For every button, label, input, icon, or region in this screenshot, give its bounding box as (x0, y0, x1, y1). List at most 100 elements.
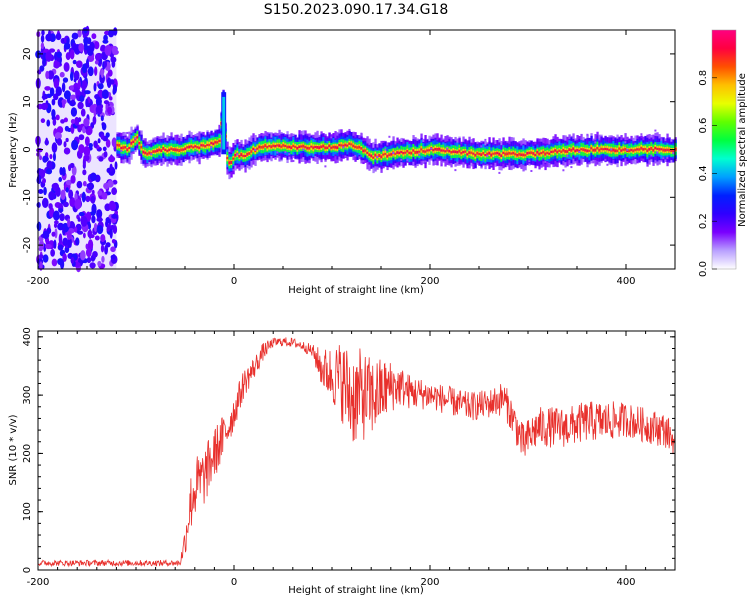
ridge-cell (232, 157, 235, 160)
ridge-cell (448, 149, 451, 153)
ridge-speckle (498, 171, 501, 174)
noise-speckle (100, 68, 104, 79)
ridge-cell (552, 150, 555, 153)
noise-speckle (77, 101, 84, 110)
ridge-speckle (522, 165, 525, 168)
noise-speckle (64, 246, 70, 254)
ridge-speckle (656, 151, 659, 154)
colorbar-frame (711, 29, 737, 270)
noise-speckle (78, 211, 85, 217)
ridge-cell (478, 153, 481, 156)
ridge-speckle (232, 168, 235, 171)
ridge-cell (362, 149, 365, 153)
ridge-cell (586, 149, 589, 153)
noise-speckle (95, 96, 102, 107)
ridge-cell (340, 144, 343, 147)
noise-speckle (103, 60, 108, 68)
noise-speckle (41, 29, 45, 36)
noise-speckle (41, 197, 49, 209)
noise-speckle (58, 208, 64, 213)
ridge-cell (218, 139, 221, 142)
ridge-cell (490, 153, 493, 157)
colorbar-gradient (712, 30, 736, 269)
ridge-speckle (302, 148, 305, 151)
ridge-cell (614, 149, 617, 153)
colorbar-tick-label: 0.6 (698, 118, 709, 134)
noise-speckle (107, 69, 113, 77)
ridge-cell (516, 153, 519, 157)
ridge-cell (594, 148, 597, 152)
noise-speckle (51, 231, 56, 237)
noise-speckle (100, 234, 106, 243)
ridge-cell (494, 152, 497, 155)
ridge-speckle (606, 163, 609, 166)
ridge-cell (440, 149, 443, 152)
ridge-cell (250, 150, 253, 153)
noise-speckle (86, 183, 93, 189)
ridge-cell (320, 145, 323, 149)
noise-speckle (51, 258, 58, 267)
noise-speckle (62, 237, 69, 246)
ridge-speckle (292, 160, 295, 163)
ridge-speckle (348, 128, 351, 131)
noise-speckle (96, 217, 103, 222)
ridge-cell (598, 149, 601, 152)
ridge-cell (460, 152, 463, 155)
ridge-cell (168, 148, 171, 152)
ridge-cell (264, 144, 267, 148)
noise-speckle (110, 254, 116, 260)
noise-speckle (82, 169, 87, 176)
ridge-cell (286, 145, 289, 149)
ridge-cell (580, 148, 583, 151)
noise-speckle (104, 244, 109, 255)
noise-speckle (103, 37, 108, 43)
ridge-cell (324, 146, 327, 150)
ridge-cell (658, 148, 661, 151)
snr-x-tick-label: 0 (231, 577, 237, 588)
noise-speckle (109, 202, 117, 212)
ridge-cell (302, 144, 305, 148)
noise-speckle (39, 261, 43, 271)
ridge-cell (662, 148, 665, 152)
ridge-cell (484, 154, 487, 157)
noise-speckle (81, 191, 86, 203)
ridge-cell (536, 150, 539, 154)
ridge-speckle (236, 153, 239, 156)
noise-speckle (46, 119, 51, 127)
ridge-cell (510, 152, 513, 155)
ridge-cell (410, 151, 413, 155)
noise-speckle (50, 249, 55, 257)
ridge-cell (290, 146, 293, 149)
ridge-speckle (528, 160, 531, 163)
noise-speckle (100, 244, 105, 253)
ridge-cell (196, 146, 199, 149)
ridge-speckle (376, 155, 379, 158)
ridge-cell (654, 146, 657, 150)
noise-speckle (89, 172, 97, 182)
ridge-cell (160, 149, 163, 153)
noise-speckle (110, 224, 115, 230)
noise-speckle (51, 182, 59, 190)
ridge-cell (574, 149, 577, 153)
noise-speckle (78, 144, 85, 154)
ridge-cell (366, 151, 369, 154)
ridge-speckle (342, 146, 345, 149)
ridge-cell (660, 148, 663, 151)
ridge-cell (240, 153, 243, 157)
ridge-cell (500, 154, 503, 158)
ridge-cell (128, 146, 131, 150)
ridge-cell (540, 152, 543, 155)
ridge-cell (164, 148, 167, 152)
noise-speckle (107, 106, 113, 115)
ridge-cell (622, 148, 625, 151)
colorbar-tick-label: 0.8 (698, 70, 709, 86)
spectrogram-x-axis-label: Height of straight line (km) (288, 285, 424, 296)
ridge-cell (468, 151, 471, 154)
ridge-speckle (180, 139, 183, 142)
noise-speckle (80, 250, 86, 261)
ridge-cell (600, 147, 603, 150)
noise-speckle (75, 60, 83, 68)
ridge-cell (420, 148, 423, 151)
ridge-cell (612, 148, 615, 152)
ridge-cell (334, 145, 337, 149)
